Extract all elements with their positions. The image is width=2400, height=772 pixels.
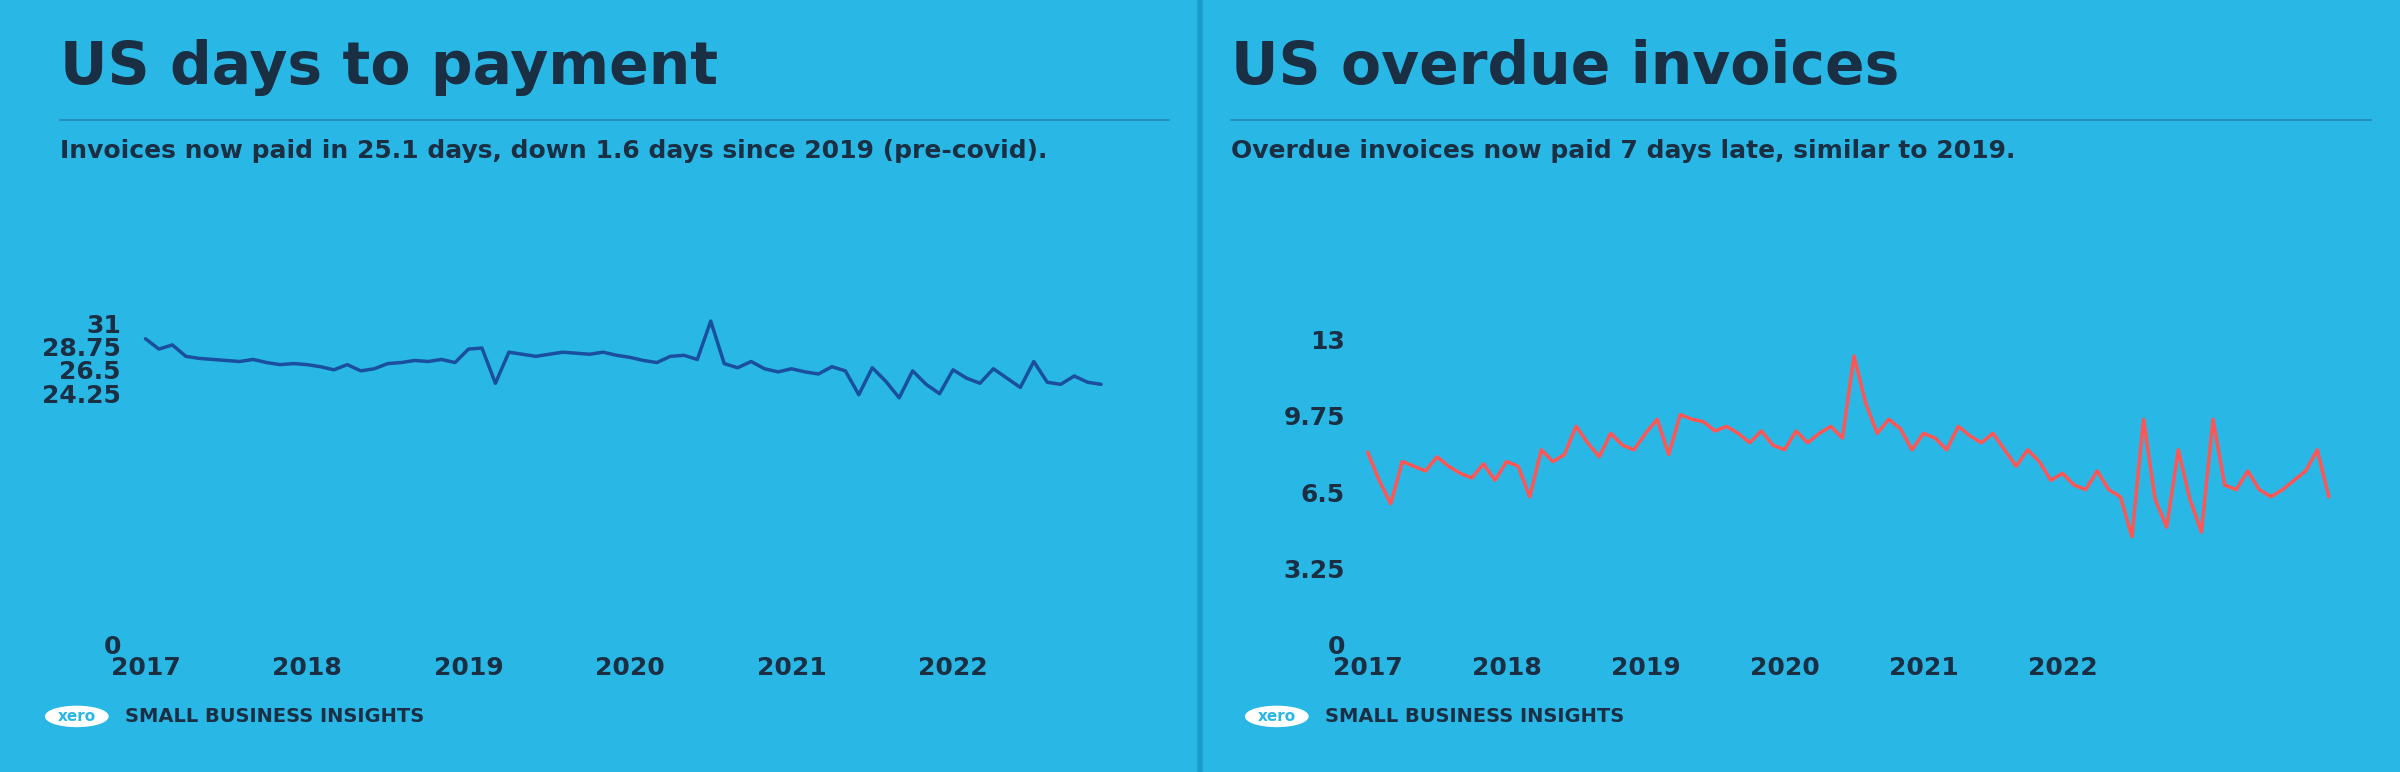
Text: US overdue invoices: US overdue invoices	[1231, 39, 1898, 96]
Text: Invoices now paid in 25.1 days, down 1.6 days since 2019 (pre-covid).: Invoices now paid in 25.1 days, down 1.6…	[60, 139, 1046, 163]
Text: SMALL BUSINESS INSIGHTS: SMALL BUSINESS INSIGHTS	[1325, 707, 1625, 726]
Text: SMALL BUSINESS INSIGHTS: SMALL BUSINESS INSIGHTS	[125, 707, 425, 726]
Text: xero: xero	[1258, 709, 1296, 724]
Text: US days to payment: US days to payment	[60, 39, 718, 96]
Text: xero: xero	[58, 709, 96, 724]
Text: Overdue invoices now paid 7 days late, similar to 2019.: Overdue invoices now paid 7 days late, s…	[1231, 139, 2016, 163]
